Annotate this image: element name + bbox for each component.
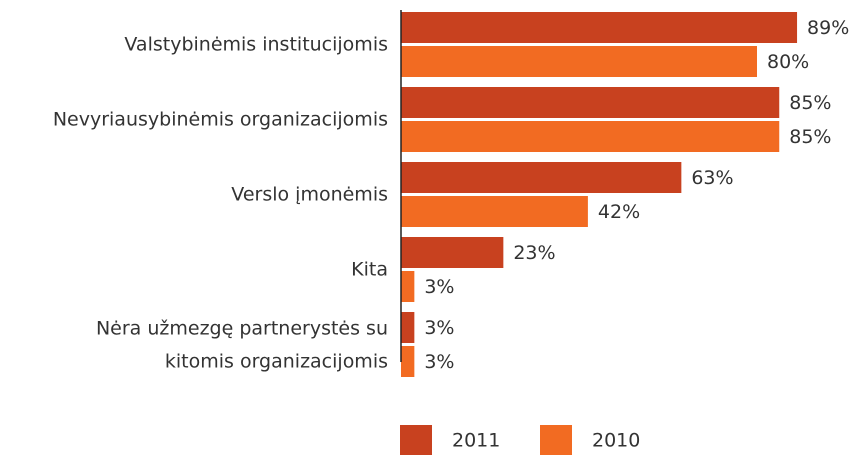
- bar: [401, 46, 757, 77]
- value-label: 89%: [807, 17, 849, 39]
- value-label: 80%: [767, 51, 809, 73]
- legend-swatch: [540, 425, 572, 455]
- value-label: 3%: [424, 351, 454, 373]
- category-label: Verslo įmonėmis: [231, 184, 388, 206]
- value-label: 63%: [691, 167, 733, 189]
- bar: [401, 237, 504, 268]
- legend-swatch: [400, 425, 432, 455]
- legend-label: 2010: [592, 430, 640, 452]
- bar: [401, 87, 780, 118]
- bar: [401, 346, 415, 377]
- value-label: 85%: [789, 92, 831, 114]
- legend-label: 2011: [452, 430, 500, 452]
- value-label: 3%: [424, 276, 454, 298]
- bar: [401, 162, 682, 193]
- value-label: 3%: [424, 317, 454, 339]
- value-label: 42%: [598, 201, 640, 223]
- bar: [401, 12, 798, 43]
- category-label: Nėra užmezgę partnerystės su kitomis orga…: [96, 317, 388, 372]
- category-label: Kita: [351, 259, 388, 281]
- bar: [401, 196, 588, 227]
- bar: [401, 271, 415, 302]
- category-label: Valstybinėmis institucijomis: [124, 34, 388, 56]
- bar: [401, 121, 780, 152]
- category-label-line: Nėra užmezgę partnerystės su: [96, 317, 388, 339]
- value-label: 23%: [513, 242, 555, 264]
- value-label: 85%: [789, 126, 831, 148]
- bar: [401, 312, 415, 343]
- category-label: Nevyriausybinėmis organizacijomis: [53, 109, 388, 131]
- category-label-line: kitomis organizacijomis: [165, 350, 388, 372]
